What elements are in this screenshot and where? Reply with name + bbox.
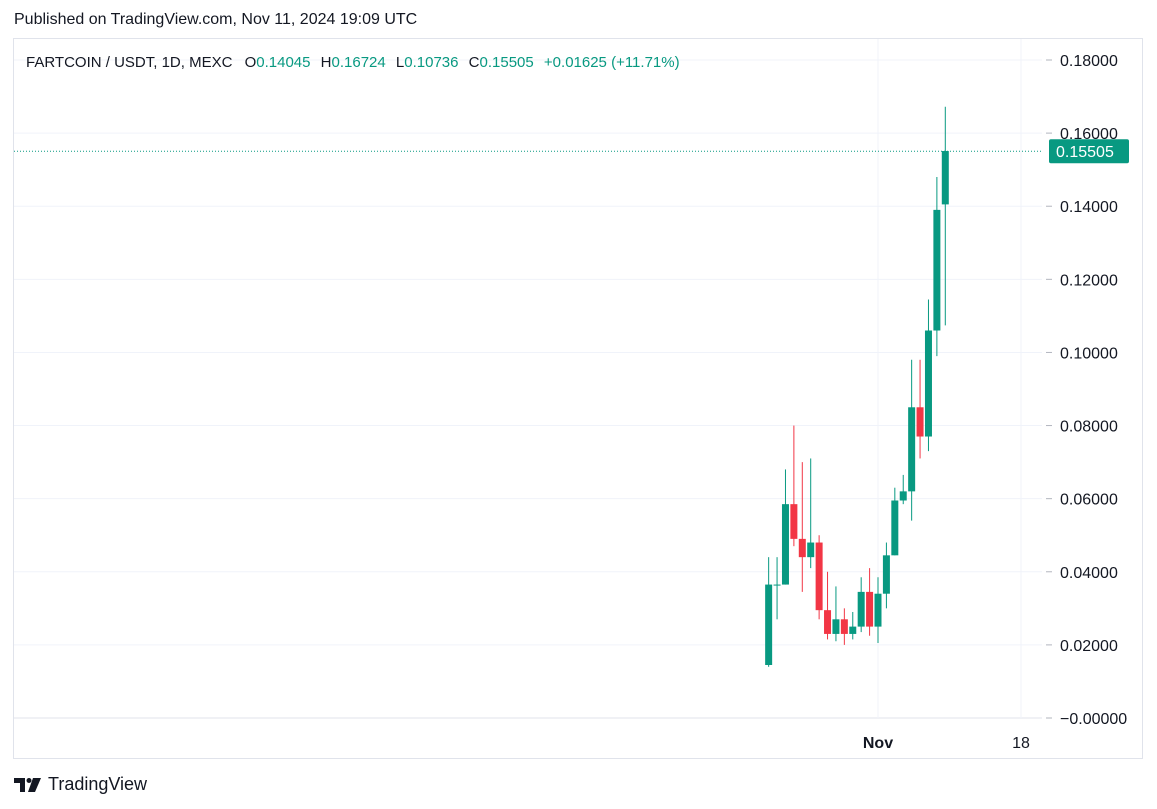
candle [790, 425, 798, 547]
candle [899, 474, 907, 505]
y-tick-label: 0.04000 [1060, 565, 1118, 582]
y-tick-label: 0.08000 [1060, 419, 1118, 436]
candle [882, 542, 890, 609]
candle [866, 568, 874, 636]
candle-body [824, 610, 832, 634]
symbol-label: FARTCOIN / USDT, 1D, MEXC [26, 54, 233, 71]
candle [773, 557, 781, 620]
candle-body [840, 619, 848, 634]
candle [874, 577, 882, 644]
candle-body [941, 151, 949, 205]
y-tick-label: 0.06000 [1060, 492, 1118, 509]
candle-body [849, 626, 857, 634]
chart-panel[interactable]: 0.18000 0.16000 0.14000 0.12000 0.10000 0.080… [13, 38, 1143, 759]
candle [941, 106, 949, 326]
candle-body [765, 584, 773, 665]
candle [891, 487, 899, 556]
open-key: O [245, 54, 257, 71]
published-caption: Published on TradingView.com, Nov 11, 20… [14, 11, 418, 28]
candle-body [807, 542, 815, 558]
candle-body [857, 591, 865, 627]
tradingview-logo-icon [14, 777, 41, 792]
ohlc-legend: FARTCOIN / USDT, 1D, MEXC O0.14045 H0.16… [26, 54, 680, 71]
candle-body [773, 584, 781, 586]
grid [14, 39, 1042, 719]
candle-body [899, 491, 907, 501]
candle [765, 557, 773, 667]
candle [840, 608, 848, 645]
candle-body [891, 500, 899, 556]
candle [781, 469, 789, 585]
candle [857, 577, 865, 633]
candle-body [908, 407, 916, 492]
candle-body [866, 591, 874, 627]
x-tick-label: 18 [1012, 735, 1030, 752]
y-tick-label: 0.16000 [1060, 126, 1118, 143]
low-key: L [396, 54, 404, 71]
candlestick-chart[interactable]: 0.18000 0.16000 0.14000 0.12000 0.10000 0.080… [14, 39, 1142, 758]
y-tick-label: 0.10000 [1060, 345, 1118, 362]
candle [916, 359, 924, 459]
candle [908, 359, 916, 521]
candle-body [815, 542, 823, 611]
candle [824, 571, 832, 640]
y-tick-label: 0.02000 [1060, 638, 1118, 655]
candles [765, 106, 949, 667]
low-value: 0.10736 [404, 54, 458, 71]
y-tick-label: −0.00000 [1060, 711, 1127, 728]
candle [924, 299, 932, 452]
last-price-badge: 0.15505 [1049, 139, 1129, 164]
y-tick-label: 0.14000 [1060, 199, 1118, 216]
candle-body [933, 209, 941, 331]
candle-body [882, 555, 890, 594]
high-key: H [321, 54, 332, 71]
open-value: 0.14045 [256, 54, 310, 71]
x-tick-label: Nov [863, 735, 893, 752]
candle-body [790, 504, 798, 539]
candle [807, 458, 815, 569]
high-value: 0.16724 [332, 54, 386, 71]
candle-body [874, 593, 882, 627]
y-axis[interactable]: 0.18000 0.16000 0.14000 0.12000 0.10000 0.080… [1046, 53, 1127, 728]
candle [798, 462, 806, 592]
change-value: +0.01625 (+11.71%) [544, 54, 680, 71]
candle-body [916, 407, 924, 437]
candle-body [798, 538, 806, 558]
candle-body [781, 504, 789, 585]
tradingview-footer[interactable]: TradingView [14, 774, 147, 795]
y-tick-label: 0.12000 [1060, 272, 1118, 289]
tradingview-brand: TradingView [48, 774, 148, 794]
y-tick-label: 0.18000 [1060, 53, 1118, 70]
candle [933, 176, 941, 357]
x-axis[interactable]: Nov 18 [863, 735, 1030, 752]
last-price-label: 0.15505 [1056, 144, 1114, 161]
candle [832, 586, 840, 642]
close-value: 0.15505 [480, 54, 534, 71]
candle-body [832, 619, 840, 634]
candle [815, 535, 823, 620]
candle [849, 611, 857, 640]
close-key: C [469, 54, 480, 71]
candle-body [924, 330, 932, 437]
